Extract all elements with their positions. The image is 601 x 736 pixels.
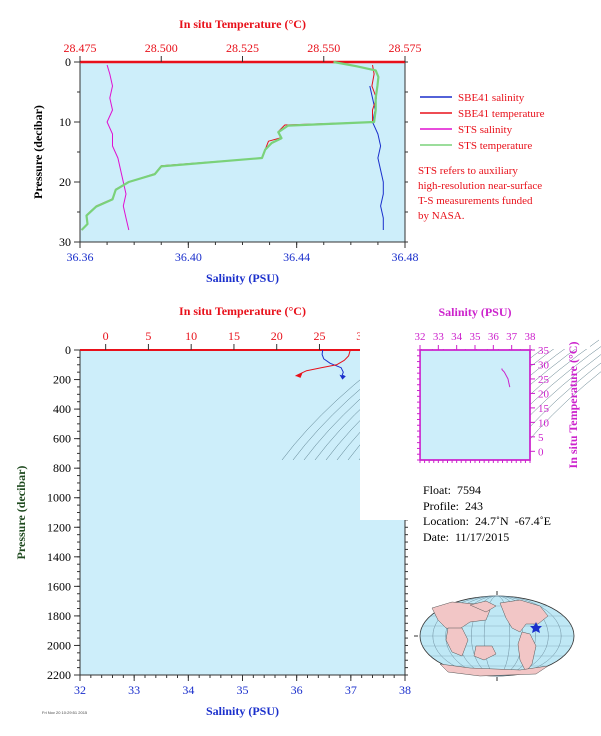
temperature-arrowhead <box>295 372 303 378</box>
ts-mask <box>420 290 590 349</box>
bottom-profile-panel: 3233343536373805101520253035020040060080… <box>14 304 411 718</box>
ts-salinity-tick-label: 36 <box>488 331 500 343</box>
ts-temperature-label: In situ Temperature (°C) <box>566 342 580 469</box>
pressure-tick-label: 1600 <box>47 579 71 593</box>
ts-temperature-tick-label: 30 <box>538 359 550 371</box>
legend-label: SBE41 salinity <box>458 92 525 104</box>
map-landmass <box>473 645 497 661</box>
temperature-tick-label: 28.525 <box>226 41 259 55</box>
pressure-tick-label: 1000 <box>47 491 71 505</box>
map-landmass <box>439 663 549 677</box>
temperature-tick-label: 25 <box>313 329 325 343</box>
ts-diagram-panel: 32 33 34 35 36 37 38 0 5 10 15 20 25 30 35 Salinity (PS… <box>281 290 601 520</box>
ts-temperature-tick-label: 10 <box>538 417 550 429</box>
ts-salinity-tick-label: 34 <box>451 331 463 343</box>
ts-salinity-tick-label: 37 <box>506 331 518 343</box>
map-landmass <box>445 627 469 657</box>
salinity-tick-label: 36.36 <box>67 250 94 264</box>
temperature-tick-label: 28.550 <box>307 41 340 55</box>
pressure-tick-label: 1800 <box>47 609 71 623</box>
pressure-tick-label: 10 <box>59 115 71 129</box>
ts-temperature-tick-label: 35 <box>538 345 550 357</box>
temperature-tick-label: 20 <box>271 329 283 343</box>
float-id: Float: 7594 <box>423 483 482 497</box>
float-location-star <box>530 622 542 633</box>
date: Date: 11/17/2015 <box>423 529 510 544</box>
salinity-tick-label: 37 <box>345 683 357 697</box>
salinity-tick-label: 33 <box>128 683 140 697</box>
temperature-tick-label: 28.475 <box>64 41 97 55</box>
pressure-tick-label: 600 <box>53 432 71 446</box>
ts-salinity-tick-label: 35 <box>470 331 482 343</box>
salinity-axis-label: Salinity (PSU) <box>206 271 279 285</box>
legend: SBE41 salinity SBE41 temperature STS salin… <box>418 92 545 222</box>
plot-area <box>79 349 406 676</box>
temperature-tick-label: 28.575 <box>389 41 422 55</box>
salinity-tick-label: 36.40 <box>175 250 202 264</box>
timestamp-stamp: Fri Nov 20 10:29:51 2015 <box>42 710 88 715</box>
salinity-tick-label: 32 <box>74 683 86 697</box>
ts-temperature-tick-label: 5 <box>538 432 544 444</box>
pressure-axis-label: Pressure (decibar) <box>31 105 45 199</box>
profile-number: Profile: 243 <box>423 498 483 513</box>
pressure-tick-label: 2200 <box>47 668 71 682</box>
ts-temperature-tick-label: 0 <box>538 446 544 458</box>
pressure-tick-label: 30 <box>59 235 71 249</box>
salinity-tick-label: 36.44 <box>283 250 310 264</box>
pressure-tick-label: 1400 <box>47 550 71 564</box>
salinity-tick-label: 35 <box>237 683 249 697</box>
temperature-line <box>295 349 351 377</box>
location: Location: 24.7˚N -67.4˚E <box>423 514 551 528</box>
pressure-tick-label: 0 <box>65 55 71 69</box>
salinity-tick-label: 34 <box>182 683 194 697</box>
temperature-axis-label: In situ Temperature (°C) <box>179 17 306 31</box>
ts-temperature-tick-label: 20 <box>538 388 550 400</box>
ts-temperature-tick-label: 25 <box>538 374 550 386</box>
map-landmass <box>469 600 497 613</box>
ts-temperature-tick-label: 15 <box>538 403 550 415</box>
legend-label: SBE41 temperature <box>458 108 545 120</box>
pressure-tick-label: 400 <box>53 402 71 416</box>
pressure-tick-label: 200 <box>53 373 71 387</box>
top-profile-panel: 36.36 36.40 36.44 36.48 28.475 28.500 28.525 28… <box>31 17 422 285</box>
pressure-tick-label: 1200 <box>47 520 71 534</box>
sts-note: STS refers to auxiliary high-resolution n… <box>418 165 542 222</box>
map-meridian <box>432 595 562 677</box>
salinity-tick-label: 38 <box>399 683 411 697</box>
ts-salinity-tick-label: 33 <box>433 331 445 343</box>
salinity-tick-label: 36 <box>291 683 303 697</box>
temperature-tick-label: 15 <box>228 329 240 343</box>
salinity-line <box>321 349 346 378</box>
legend-label: STS salinity <box>458 124 513 136</box>
ts-salinity-tick-label: 32 <box>415 331 426 343</box>
ts-salinity-label: Salinity (PSU) <box>438 305 511 319</box>
pressure-tick-label: 0 <box>65 343 71 357</box>
ts-plot-area <box>419 349 531 461</box>
pressure-tick-label: 800 <box>53 461 71 475</box>
temperature-tick-label: 28.500 <box>145 41 178 55</box>
ts-mask <box>360 290 420 520</box>
map-landmass <box>431 601 491 631</box>
legend-label: STS temperature <box>458 140 532 152</box>
world-map <box>414 591 575 681</box>
temperature-tick-label: 10 <box>185 329 197 343</box>
float-info: Float: 7594 Profile: 243 Location: 24.7˚… <box>423 483 551 545</box>
pressure-tick-label: 20 <box>59 175 71 189</box>
temperature-tick-label: 5 <box>145 329 151 343</box>
temperature-axis-label: In situ Temperature (°C) <box>179 304 306 318</box>
ts-salinity-tick-label: 38 <box>525 331 537 343</box>
plot-area <box>79 61 406 243</box>
salinity-tick-label: 36.48 <box>392 250 419 264</box>
sts-salinity-line <box>106 64 130 231</box>
pressure-tick-label: 2000 <box>47 638 71 652</box>
map-landmass <box>517 631 537 673</box>
salinity-arrowhead <box>339 374 346 380</box>
ts-profile-line <box>501 368 511 388</box>
salinity-axis-label: Salinity (PSU) <box>206 704 279 718</box>
sts-temperature-line <box>80 60 380 231</box>
temperature-tick-label: 0 <box>103 329 109 343</box>
pressure-axis-label: Pressure (decibar) <box>14 466 28 560</box>
